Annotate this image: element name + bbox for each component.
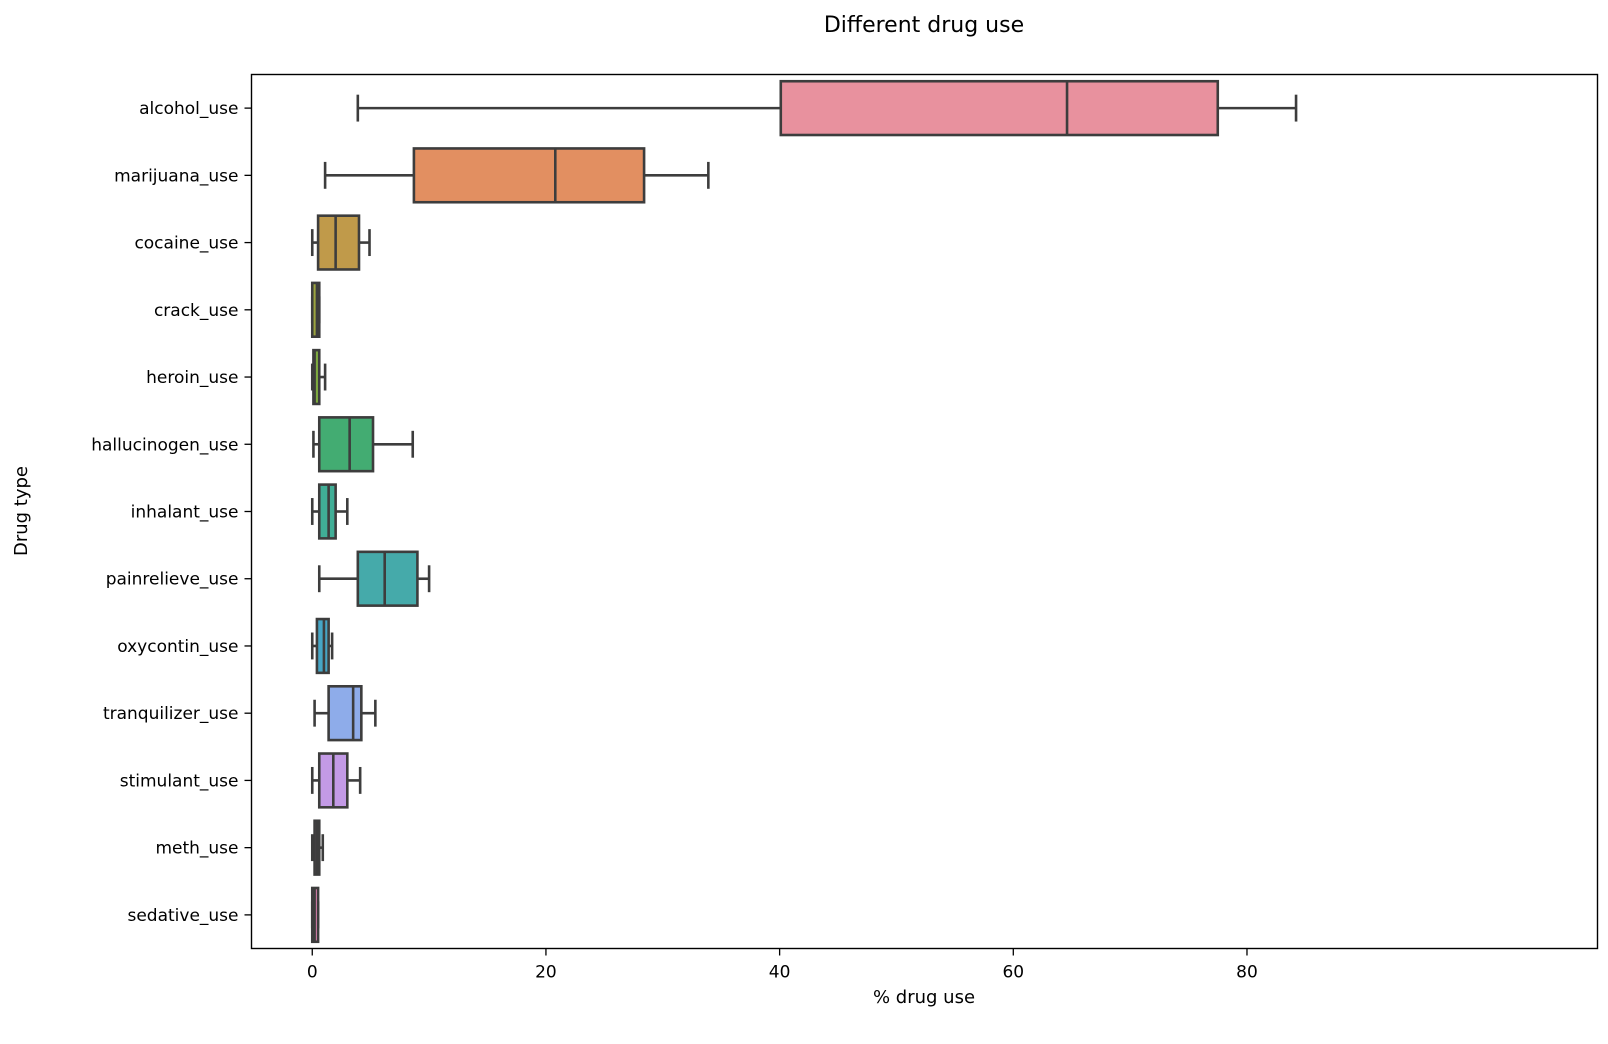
y-tick-label: stimulant_use bbox=[120, 771, 239, 791]
y-tick-label: cocaine_use bbox=[134, 234, 238, 254]
box-sedative-use bbox=[310, 886, 320, 944]
x-tick-label: 0 bbox=[307, 963, 318, 983]
box-cocaine-use bbox=[310, 214, 371, 271]
y-tick-label: tranquilizer_use bbox=[103, 704, 239, 724]
box-inhalant-use bbox=[310, 483, 349, 540]
box-meth-use bbox=[310, 819, 325, 876]
box-hallucinogen-use bbox=[312, 416, 415, 473]
y-tick-label: crack_use bbox=[154, 301, 239, 321]
iqr-box bbox=[317, 416, 375, 473]
y-tick-label: painrelieve_use bbox=[106, 570, 239, 590]
y-tick-label: sedative_use bbox=[127, 906, 238, 926]
iqr-box bbox=[779, 79, 1220, 137]
x-tick-label: 60 bbox=[1002, 963, 1024, 983]
x-tick-label: 40 bbox=[769, 963, 791, 983]
box-crack-use bbox=[310, 281, 321, 338]
box-heroin-use bbox=[310, 348, 327, 406]
plot-frame bbox=[250, 73, 1599, 950]
y-tick-label: oxycontin_use bbox=[117, 637, 238, 657]
x-axis-label: % drug use bbox=[873, 987, 975, 1008]
plot-area bbox=[310, 79, 1298, 944]
y-tick-label: marijuana_use bbox=[114, 166, 238, 186]
iqr-box bbox=[316, 214, 361, 271]
iqr-box bbox=[327, 684, 363, 742]
box-stimulant-use bbox=[310, 752, 362, 809]
y-axis-label: Drug type bbox=[11, 466, 32, 556]
y-tick-label: meth_use bbox=[155, 839, 238, 859]
y-tick-label: alcohol_use bbox=[139, 99, 238, 119]
x-tick-label: 20 bbox=[535, 963, 557, 983]
box-painrelieve-use bbox=[317, 550, 431, 607]
x-axis: 0 20 40 60 80 bbox=[307, 948, 1258, 983]
y-tick-label: hallucinogen_use bbox=[91, 435, 238, 455]
iqr-box bbox=[356, 550, 419, 607]
y-axis: alcohol_use marijuana_use cocaine_usecrack… bbox=[91, 99, 252, 926]
box-alcohol-use bbox=[356, 79, 1298, 137]
y-tick-label: heroin_use bbox=[146, 368, 238, 388]
box-marijuana-use bbox=[323, 147, 710, 204]
iqr-box bbox=[412, 147, 646, 204]
x-tick-label: 80 bbox=[1236, 963, 1258, 983]
chart-title: Different drug use bbox=[824, 13, 1024, 38]
y-tick-label: inhalant_use bbox=[131, 503, 239, 523]
box-tranquilizer-use bbox=[313, 684, 377, 742]
box-oxycontin-use bbox=[310, 617, 334, 675]
